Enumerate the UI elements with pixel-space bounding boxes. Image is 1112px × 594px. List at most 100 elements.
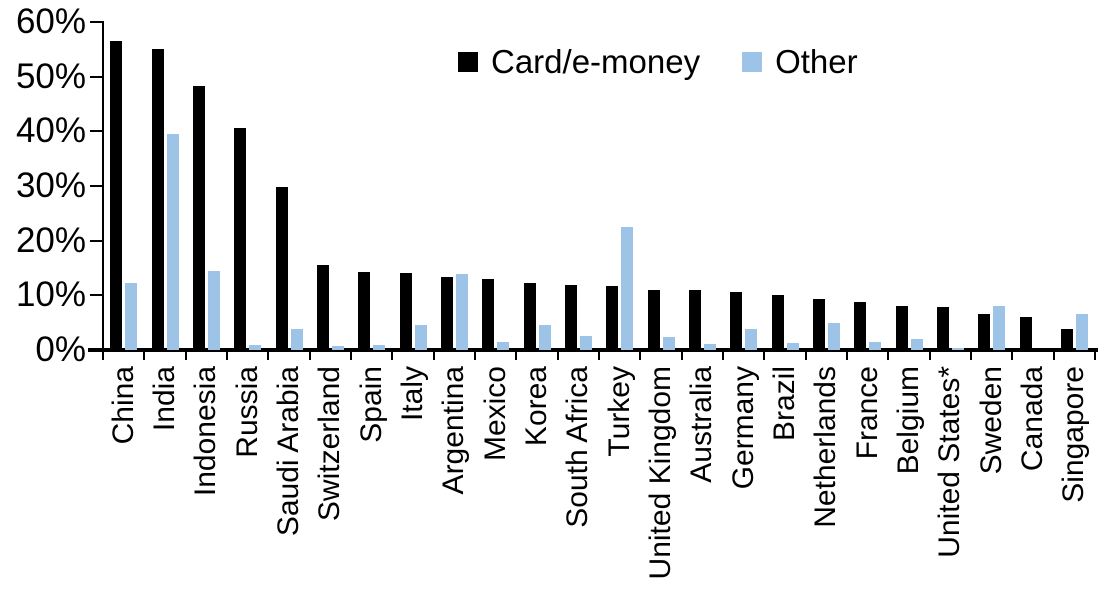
bar-other-united-states <box>952 348 964 350</box>
x-tick-label-switzerland: Switzerland <box>313 366 346 522</box>
y-axis-tick <box>90 294 103 297</box>
x-tick-label-netherlands: Netherlands <box>809 366 842 528</box>
x-axis-tick <box>102 351 104 360</box>
x-axis-tick <box>1094 351 1096 360</box>
x-tick-label-mexico: Mexico <box>479 366 512 462</box>
y-tick-label: 60% <box>15 2 86 41</box>
bar-card-e-money-indonesia <box>193 86 205 350</box>
x-axis-tick <box>1011 351 1014 360</box>
x-tick-label-canada: Canada <box>1016 366 1049 472</box>
x-tick-label-argentina: Argentina <box>437 366 470 495</box>
bar-other-belgium <box>911 339 923 350</box>
bar-card-e-money-russia <box>234 128 246 350</box>
x-axis-tick <box>928 351 931 360</box>
legend-label-card-e-money: Card/e-money <box>491 43 701 80</box>
bar-card-e-money-singapore <box>1061 329 1073 350</box>
x-axis-tick <box>556 351 559 360</box>
x-tick-label-india: India <box>148 366 181 432</box>
x-axis-tick <box>598 351 600 360</box>
other-swatch-icon <box>742 52 763 72</box>
y-tick-label: 20% <box>15 220 86 260</box>
y-tick-label: 40% <box>15 111 86 151</box>
bar-card-e-money-italy <box>400 273 412 350</box>
x-tick-label-australia: Australia <box>685 366 718 483</box>
x-axis-tick <box>184 351 187 360</box>
bar-card-e-money-china <box>110 41 122 350</box>
y-tick-label: 50% <box>15 56 86 96</box>
x-axis-tick <box>515 351 518 360</box>
bar-card-e-money-brazil <box>772 295 784 350</box>
y-axis-tick <box>90 185 103 187</box>
y-axis-tick <box>90 349 103 351</box>
x-axis-tick <box>680 351 683 360</box>
bar-card-e-money-australia <box>689 290 701 350</box>
x-axis-line <box>88 348 1098 352</box>
y-axis-tick <box>90 130 103 133</box>
x-axis-tick <box>846 351 848 360</box>
bar-card-e-money-belgium <box>896 306 908 350</box>
bar-other-indonesia <box>208 271 220 350</box>
x-axis-tick <box>474 351 476 360</box>
bar-other-sweden <box>993 306 1005 350</box>
bar-other-spain <box>373 345 385 350</box>
bar-card-e-money-argentina <box>441 277 453 350</box>
x-axis-tick <box>970 351 972 360</box>
x-tick-label-italy: Italy <box>396 366 429 422</box>
x-tick-label-sweden: Sweden <box>975 366 1008 475</box>
bar-card-e-money-united-states <box>937 307 949 350</box>
bar-other-korea <box>539 325 551 350</box>
bar-card-e-money-germany <box>730 292 742 350</box>
bar-card-e-money-sweden <box>978 314 990 350</box>
x-axis-tick <box>143 351 146 360</box>
y-tick-label: 0% <box>35 330 86 369</box>
bar-card-e-money-korea <box>524 283 536 350</box>
bar-other-china <box>125 283 137 350</box>
x-tick-label-korea: Korea <box>520 366 553 447</box>
y-axis-tick <box>90 75 103 78</box>
x-tick-label-russia: Russia <box>231 366 264 458</box>
bar-other-argentina <box>456 274 468 350</box>
x-tick-label-united-kingdom: United Kingdom <box>644 366 677 580</box>
y-axis-tick <box>90 21 103 23</box>
x-axis-tick <box>267 351 270 360</box>
x-axis-tick <box>308 351 311 360</box>
x-tick-label-saudi-arabia: Saudi Arabia <box>272 366 305 537</box>
x-tick-label-china: China <box>107 366 140 445</box>
bar-other-russia <box>249 345 261 350</box>
bar-other-switzerland <box>332 346 344 350</box>
bar-other-germany <box>745 329 757 350</box>
bar-card-e-money-mexico <box>482 279 494 350</box>
x-axis-tick <box>804 351 807 360</box>
card-e-money-swatch-icon <box>458 52 478 72</box>
x-tick-label-indonesia: Indonesia <box>189 366 222 497</box>
x-tick-label-belgium: Belgium <box>892 366 925 475</box>
bar-card-e-money-france <box>854 302 866 350</box>
bar-other-brazil <box>787 343 799 350</box>
x-tick-label-turkey: Turkey <box>603 366 636 457</box>
x-tick-label-spain: Spain <box>355 366 388 443</box>
x-axis-tick <box>432 351 435 360</box>
bar-other-mexico <box>497 342 509 350</box>
x-tick-label-singapore: Singapore <box>1057 366 1090 503</box>
bar-card-e-money-south-africa <box>565 285 577 350</box>
bar-other-india <box>167 134 179 350</box>
y-tick-label: 30% <box>15 166 86 205</box>
x-tick-label-united-states: United States* <box>933 366 966 558</box>
bar-card-e-money-netherlands <box>813 299 825 350</box>
bar-other-singapore <box>1076 314 1088 350</box>
y-axis-tick <box>90 239 103 242</box>
bar-other-italy <box>415 325 427 350</box>
bar-card-e-money-united-kingdom <box>648 290 660 350</box>
bar-other-turkey <box>621 227 633 350</box>
bar-other-saudi-arabia <box>291 329 303 350</box>
legend-item-other: Other <box>742 44 858 80</box>
legend: Card/e-money Other <box>458 44 858 80</box>
bar-card-e-money-switzerland <box>317 265 329 350</box>
bar-other-united-kingdom <box>663 337 675 350</box>
bar-other-france <box>869 342 881 350</box>
bar-card-e-money-canada <box>1020 317 1032 350</box>
bar-other-south-africa <box>580 336 592 350</box>
bar-card-e-money-spain <box>358 272 370 350</box>
legend-item-card-e-money: Card/e-money <box>458 44 700 80</box>
